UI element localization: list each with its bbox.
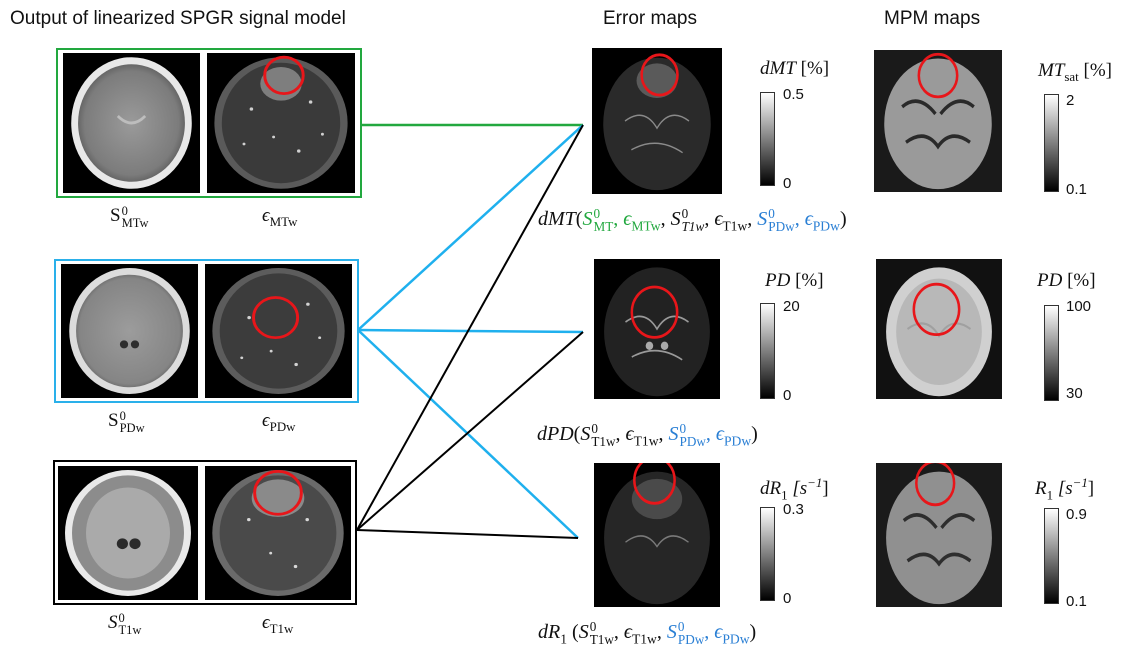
tick-mtsat-min: 0.1 [1066, 181, 1087, 198]
formula-dr1: dR1 (S 0 T1w, ϵT1w, S 0 PDw, ϵPDw) [538, 619, 757, 647]
link-t1w-to-dmt [356, 124, 584, 531]
scan-eps-mtw [207, 53, 355, 193]
error-map-dr1 [594, 463, 720, 607]
scan-s0-pdw [61, 264, 198, 398]
colorbar-dmt [760, 92, 775, 186]
colorbar-pd [1044, 305, 1059, 401]
header-left: Output of linearized SPGR signal model [10, 8, 346, 29]
error-title-pd: PD [%] [765, 270, 824, 291]
tick-r1-min: 0.1 [1066, 593, 1087, 610]
tick-pd-max: 100 [1066, 298, 1092, 315]
t1w-group-box [53, 460, 357, 605]
tick-mtsat-max: 2 [1066, 92, 1075, 109]
mpm-title-r1: R1 [s−1] [1035, 475, 1095, 503]
colorbar-r1 [1044, 508, 1059, 604]
tick-dr1-max: 0.3 [783, 501, 804, 518]
scan-s0-mtw [63, 53, 200, 193]
tick-pd-min: 30 [1066, 385, 1083, 402]
mpm-map-mtsat [874, 50, 1002, 192]
mtw-group-box [56, 48, 362, 198]
tick-dpd-max: 20 [783, 298, 800, 315]
tick-dmt-max: 0.5 [783, 86, 804, 103]
caption-s0-t1w: S 0 T1w [108, 610, 142, 637]
error-map-dmt [592, 48, 722, 194]
error-map-dpd [594, 259, 720, 399]
scan-eps-pdw [205, 264, 352, 398]
tick-dr1-min: 0 [783, 590, 792, 607]
caption-eps-pdw: ϵPDw [262, 410, 296, 435]
scan-eps-t1w [205, 466, 351, 600]
caption-s0-pdw: S 0 PDw [108, 408, 145, 435]
mpm-title-pd: PD [%] [1037, 270, 1096, 291]
colorbar-mtsat [1044, 94, 1059, 192]
caption-eps-mtw: ϵMTw [262, 205, 298, 230]
header-error-maps: Error maps [603, 8, 697, 29]
mpm-title-mtsat: MTsat [%] [1038, 60, 1112, 85]
link-t1w-to-dr1 [356, 529, 579, 539]
pdw-group-box [54, 259, 359, 403]
mpm-map-r1 [876, 463, 1002, 607]
tick-dmt-min: 0 [783, 175, 792, 192]
error-title-dr1: dR1 [s−1] [760, 475, 829, 503]
error-title-dmt: dMT [%] [760, 58, 830, 79]
formula-dpd: dPD(S 0 T1w, ϵT1w, S 0 PDw, ϵPDw) [537, 421, 758, 449]
colorbar-dr1 [760, 507, 775, 601]
link-pdw-to-dpd [357, 328, 584, 334]
header-mpm-maps: MPM maps [884, 8, 981, 29]
caption-s0-mtw: S 0 MTw [110, 203, 149, 230]
tick-dpd-min: 0 [783, 387, 792, 404]
mpm-map-pd [876, 259, 1002, 399]
formula-dmt: dMT(S 0 MT, ϵMTw, S 0 T1w, ϵT1w, S 0 PDw, ϵPDw… [538, 206, 847, 234]
caption-eps-t1w: ϵT1w [262, 612, 294, 637]
tick-r1-max: 0.9 [1066, 506, 1087, 523]
link-t1w-to-dpd [356, 331, 584, 531]
scan-s0-t1w [58, 466, 198, 600]
link-pdw-to-dmt [357, 124, 584, 331]
colorbar-dpd [760, 303, 775, 399]
